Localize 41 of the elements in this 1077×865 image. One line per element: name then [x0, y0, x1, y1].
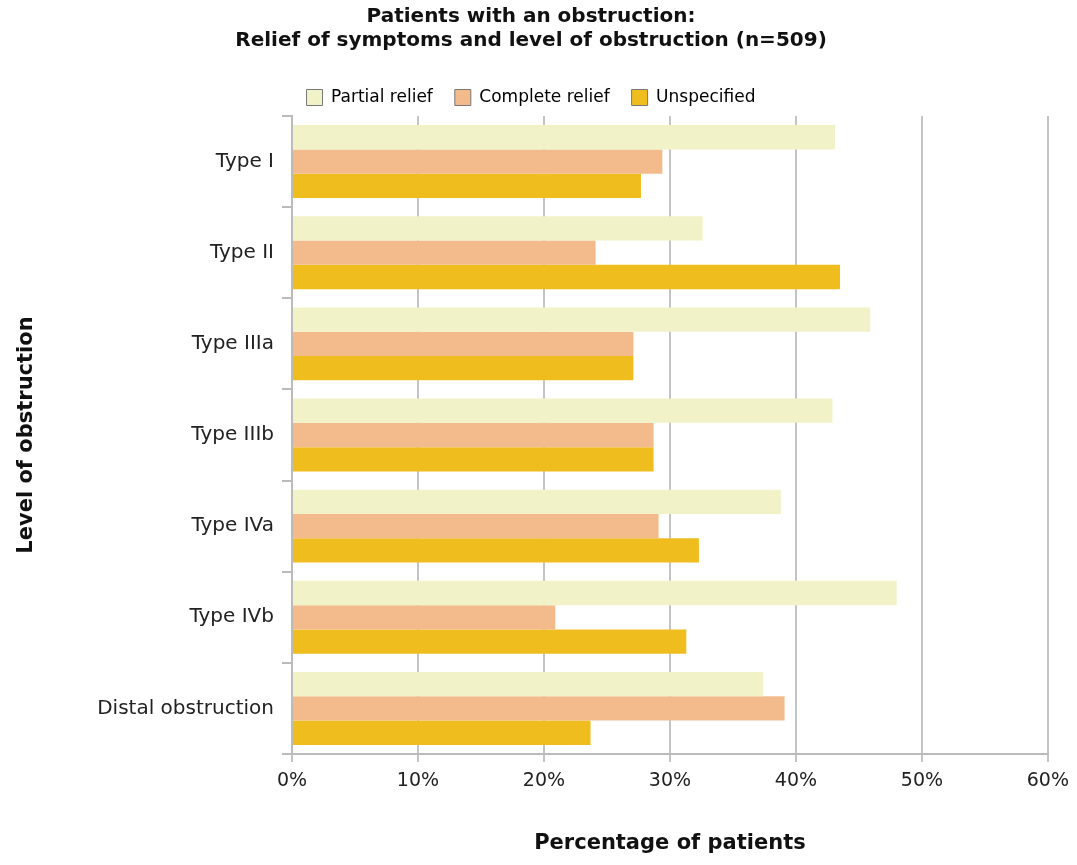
y-tick-label: Type I: [214, 147, 274, 172]
bar: [292, 671, 764, 697]
bar: [292, 538, 699, 563]
bar: [292, 422, 654, 448]
x-tick-label: 20%: [522, 768, 566, 791]
chart-title: Patients with an obstruction: Relief of symptoms and level of obstruction (n=509): [235, 3, 827, 52]
legend-label: Partial relief: [331, 85, 434, 106]
bar: [292, 173, 641, 199]
bar: [292, 264, 841, 290]
bar: [292, 331, 634, 357]
y-tick-label: Type IVa: [190, 512, 274, 537]
y-tick-label: Type II: [208, 238, 274, 263]
bar: [292, 513, 659, 539]
x-tick-label: 60%: [1026, 768, 1069, 791]
bar: [292, 605, 556, 630]
bar: [292, 447, 654, 472]
bar: [292, 580, 897, 606]
x-tick-label: 30%: [648, 768, 692, 791]
bar: [292, 240, 596, 265]
x-tick-label: 50%: [900, 768, 944, 791]
bar: [292, 125, 835, 150]
bar: [292, 629, 687, 654]
y-axis-title: Level of obstruction: [13, 316, 38, 554]
bar: [292, 696, 785, 721]
x-tick-label: 40%: [774, 768, 818, 791]
bar: [292, 720, 591, 745]
bar: [292, 398, 833, 423]
y-tick-label: Distal obstruction: [97, 694, 274, 719]
y-tick-label: Type IIIa: [190, 330, 274, 355]
legend-label: Complete relief: [479, 85, 611, 106]
y-tick-label: Type IIIb: [190, 421, 274, 446]
bar: [292, 356, 634, 381]
bar: [292, 216, 703, 241]
bar: [292, 489, 781, 514]
legend-label: Unspecified: [656, 85, 756, 106]
x-tick-label: 0%: [276, 768, 308, 791]
x-axis-title: Percentage of patients: [534, 829, 806, 854]
x-tick-label: 10%: [396, 768, 440, 791]
bar: [292, 307, 871, 332]
bar: [292, 149, 663, 174]
y-tick-label: Type IVb: [188, 603, 274, 628]
